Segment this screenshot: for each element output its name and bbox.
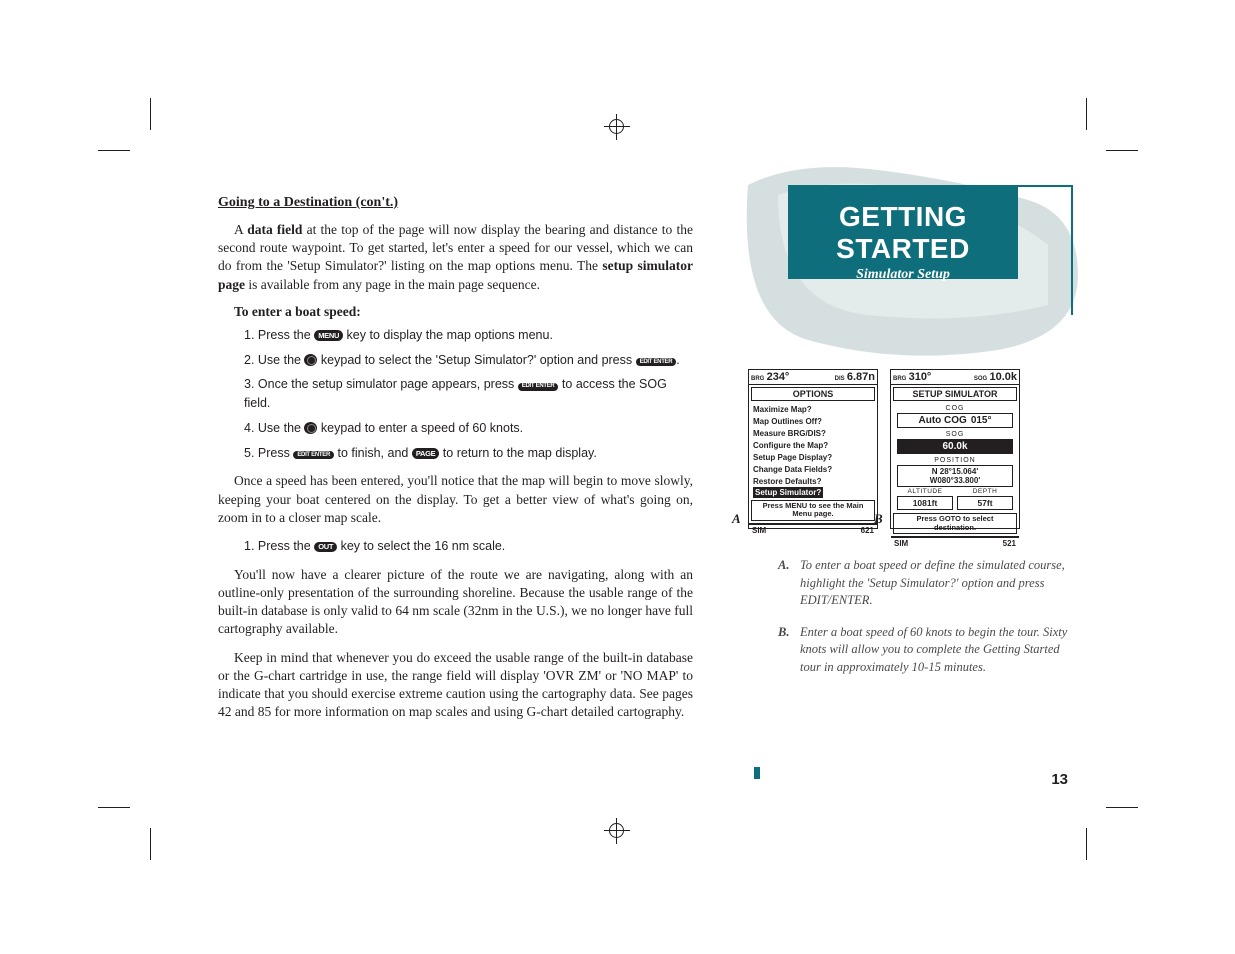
steps-list-2: 1. Press the OUT key to select the 16 nm…: [244, 537, 693, 556]
title-box: GETTING STARTED Simulator Setup: [788, 185, 1018, 279]
paragraph-2: Once a speed has been entered, you'll no…: [218, 472, 693, 527]
sidebar-column: GETTING STARTED Simulator Setup A BRG 23…: [778, 195, 1068, 690]
screen-b-label: B: [874, 511, 883, 527]
step-5: 5. Press EDIT ENTER to finish, and PAGE …: [244, 444, 693, 463]
caption-b: B. Enter a boat speed of 60 knots to beg…: [778, 624, 1068, 677]
screen-a-label: A: [732, 511, 741, 527]
selected-option: Setup Simulator?: [753, 487, 823, 498]
teal-tick: [754, 767, 760, 779]
paragraph-4: Keep in mind that whenever you do exceed…: [218, 649, 693, 722]
paragraph-3: You'll now have a clearer picture of the…: [218, 566, 693, 639]
section-heading: Going to a Destination (con't.): [218, 195, 693, 211]
screenshots-row: A BRG 234° DIS 6.87n OPTIONS Maximize Ma…: [748, 369, 1068, 529]
keypad-icon: [304, 422, 317, 434]
step-3: 3. Once the setup simulator page appears…: [244, 375, 693, 413]
band-subtitle: Simulator Setup: [788, 267, 1018, 283]
header-band: GETTING STARTED Simulator Setup: [718, 165, 1118, 365]
page-number: 13: [1051, 771, 1068, 788]
subheading-1: To enter a boat speed:: [234, 304, 693, 320]
edit-enter-key-icon: EDIT ENTER: [293, 451, 334, 459]
menu-key-icon: MENU: [314, 330, 343, 341]
out-key-icon: OUT: [314, 542, 337, 553]
step-1: 1. Press the MENU key to display the map…: [244, 326, 693, 345]
steps-list-1: 1. Press the MENU key to display the map…: [244, 326, 693, 463]
caption-a: A. To enter a boat speed or define the s…: [778, 557, 1068, 610]
keypad-icon: [304, 354, 317, 366]
sog-selected: 60.0k: [897, 439, 1013, 454]
step-scale: 1. Press the OUT key to select the 16 nm…: [244, 537, 693, 556]
lcd-screen-b: BRG 310° SOG 10.0k SETUP SIMULATOR COG A…: [890, 369, 1020, 529]
paragraph-1: A data field at the top of the page will…: [218, 221, 693, 294]
screen-a-wrap: A BRG 234° DIS 6.87n OPTIONS Maximize Ma…: [748, 369, 878, 529]
edit-enter-key-icon: EDIT ENTER: [636, 358, 677, 366]
screen-b-wrap: B BRG 310° SOG 10.0k SETUP SIMULATOR COG…: [890, 369, 1020, 529]
lcd-screen-a: BRG 234° DIS 6.87n OPTIONS Maximize Map?…: [748, 369, 878, 529]
step-2: 2. Use the keypad to select the 'Setup S…: [244, 351, 693, 370]
edit-enter-key-icon: EDIT ENTER: [518, 383, 559, 391]
main-text-column: Going to a Destination (con't.) A data f…: [218, 195, 693, 732]
band-title: GETTING STARTED: [788, 201, 1018, 265]
step-4: 4. Use the keypad to enter a speed of 60…: [244, 419, 693, 438]
page-key-icon: PAGE: [412, 448, 440, 459]
figure-captions: A. To enter a boat speed or define the s…: [778, 557, 1068, 676]
